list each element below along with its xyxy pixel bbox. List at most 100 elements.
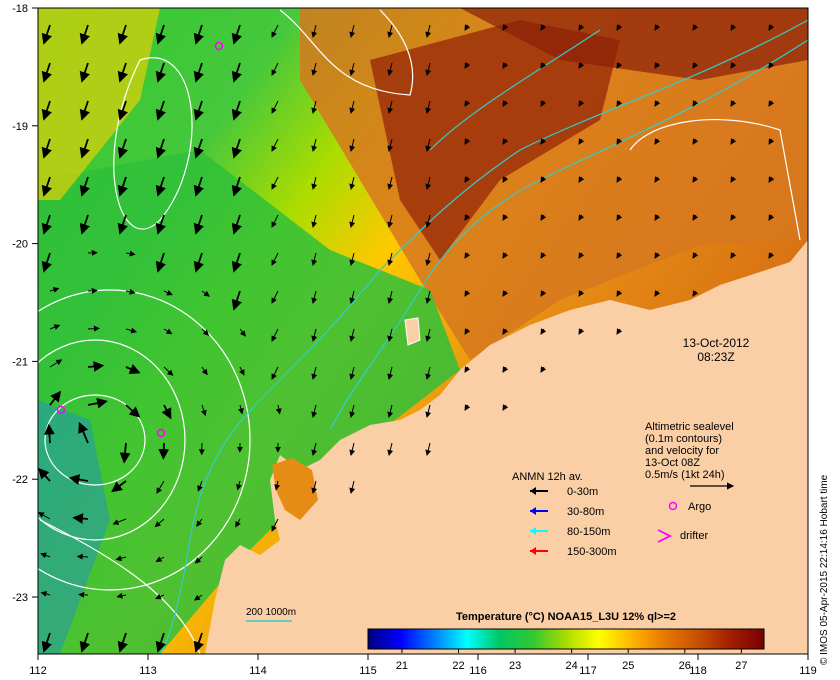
bathymetry-legend-label: 200 1000m <box>246 607 296 618</box>
colorbar-tick-label: 22 <box>452 660 464 672</box>
velocity-arrow <box>540 24 547 31</box>
velocity-arrow <box>349 290 356 304</box>
velocity-arrow <box>125 364 141 374</box>
velocity-arrow <box>163 289 173 296</box>
argo-legend-icon <box>668 501 678 511</box>
velocity-arrow <box>349 442 356 456</box>
velocity-arrows <box>37 24 775 653</box>
land-mass <box>205 240 808 654</box>
velocity-arrow <box>274 480 281 491</box>
velocity-arrow <box>502 404 509 411</box>
velocity-arrow <box>540 252 547 259</box>
velocity-arrow <box>387 62 394 76</box>
anmn-title: ANMN 12h av. <box>512 471 583 483</box>
island <box>404 317 421 346</box>
argo-legend-label: Argo <box>688 501 711 513</box>
velocity-arrow <box>425 24 432 38</box>
velocity-arrow <box>79 632 90 653</box>
velocity-arrow <box>311 138 318 152</box>
x-tick-label: 112 <box>29 665 47 677</box>
velocity-arrow <box>41 138 52 159</box>
velocity-arrow <box>578 176 585 183</box>
velocity-arrow <box>578 290 585 297</box>
velocity-arrow <box>502 24 509 31</box>
velocity-arrow <box>616 328 623 335</box>
velocity-arrow <box>311 442 318 456</box>
y-tick-label: -20 <box>12 239 28 251</box>
velocity-arrow <box>387 100 394 114</box>
velocity-arrow <box>578 100 585 107</box>
velocity-arrow <box>349 214 356 228</box>
velocity-arrow <box>117 632 128 653</box>
velocity-arrow <box>163 328 173 335</box>
velocity-arrow <box>271 252 279 266</box>
plot-frame <box>37 7 809 655</box>
velocity-arrow <box>387 328 394 342</box>
velocity-arrow <box>654 176 661 183</box>
velocity-arrow <box>654 100 661 107</box>
velocity-arrow <box>540 176 547 183</box>
velocity-arrow <box>41 24 52 45</box>
colorbar: Temperature (°C) NOAA15_L3U 12% ql>=2 21… <box>367 611 765 672</box>
anmn-legend-label: 150-300m <box>567 546 617 558</box>
hot-core-region <box>370 20 620 260</box>
velocity-arrow <box>616 24 623 31</box>
colorbar-tick-label: 24 <box>566 660 578 672</box>
velocity-arrow <box>271 24 279 38</box>
velocity-arrow <box>155 176 166 197</box>
velocity-arrow <box>125 404 141 418</box>
velocity-arrow <box>271 62 279 76</box>
velocity-arrow <box>271 518 279 532</box>
velocity-arrow <box>540 328 547 335</box>
velocity-arrow <box>425 366 432 380</box>
velocity-arrow <box>117 62 128 83</box>
x-tick-label: 115 <box>359 665 377 677</box>
velocity-arrow <box>231 176 242 197</box>
anmn-legend-arrowhead <box>530 527 536 535</box>
y-tick-label: -19 <box>12 121 28 133</box>
velocity-arrow <box>464 24 471 31</box>
colorbar-tick-label: 23 <box>509 660 521 672</box>
colorbar-tick-label: 27 <box>735 660 747 672</box>
velocity-arrow <box>271 138 279 152</box>
velocity-arrow <box>768 252 775 259</box>
velocity-arrow <box>41 100 52 121</box>
velocity-arrow <box>692 214 699 221</box>
velocity-arrow <box>311 62 318 76</box>
velocity-arrow <box>155 62 166 83</box>
velocity-arrow <box>111 480 127 493</box>
velocity-arrow <box>311 176 318 190</box>
velocity-arrow <box>49 390 62 406</box>
velocity-arrow <box>193 594 203 601</box>
velocity-arrow <box>76 553 89 560</box>
velocity-arrow <box>654 290 661 297</box>
velocity-arrow <box>502 100 509 107</box>
velocity-arrow <box>616 62 623 69</box>
velocity-arrow <box>125 250 136 257</box>
velocity-arrow <box>79 214 90 235</box>
velocity-arrow <box>155 24 166 45</box>
velocity-arrow <box>578 328 585 335</box>
marker-legend: Argo drifter <box>657 501 711 543</box>
velocity-arrow <box>616 290 623 297</box>
drifter-legend-label: drifter <box>680 530 708 542</box>
velocity-arrow <box>540 214 547 221</box>
velocity-arrow <box>768 62 775 69</box>
velocity-arrow <box>578 24 585 31</box>
velocity-arrow <box>194 556 203 564</box>
velocity-arrow <box>464 290 471 297</box>
velocity-arrow <box>387 404 394 418</box>
velocity-arrow <box>117 24 128 45</box>
velocity-arrow <box>155 632 166 653</box>
velocity-arrow <box>41 176 52 197</box>
plot-area <box>0 8 809 655</box>
velocity-arrow <box>349 62 356 76</box>
velocity-arrow <box>692 138 699 145</box>
velocity-arrow <box>540 100 547 107</box>
argo-markers <box>56 41 224 438</box>
velocity-arrow <box>271 290 279 304</box>
velocity-arrow <box>540 290 547 297</box>
velocity-arrow <box>38 467 51 482</box>
velocity-arrow <box>79 62 90 83</box>
